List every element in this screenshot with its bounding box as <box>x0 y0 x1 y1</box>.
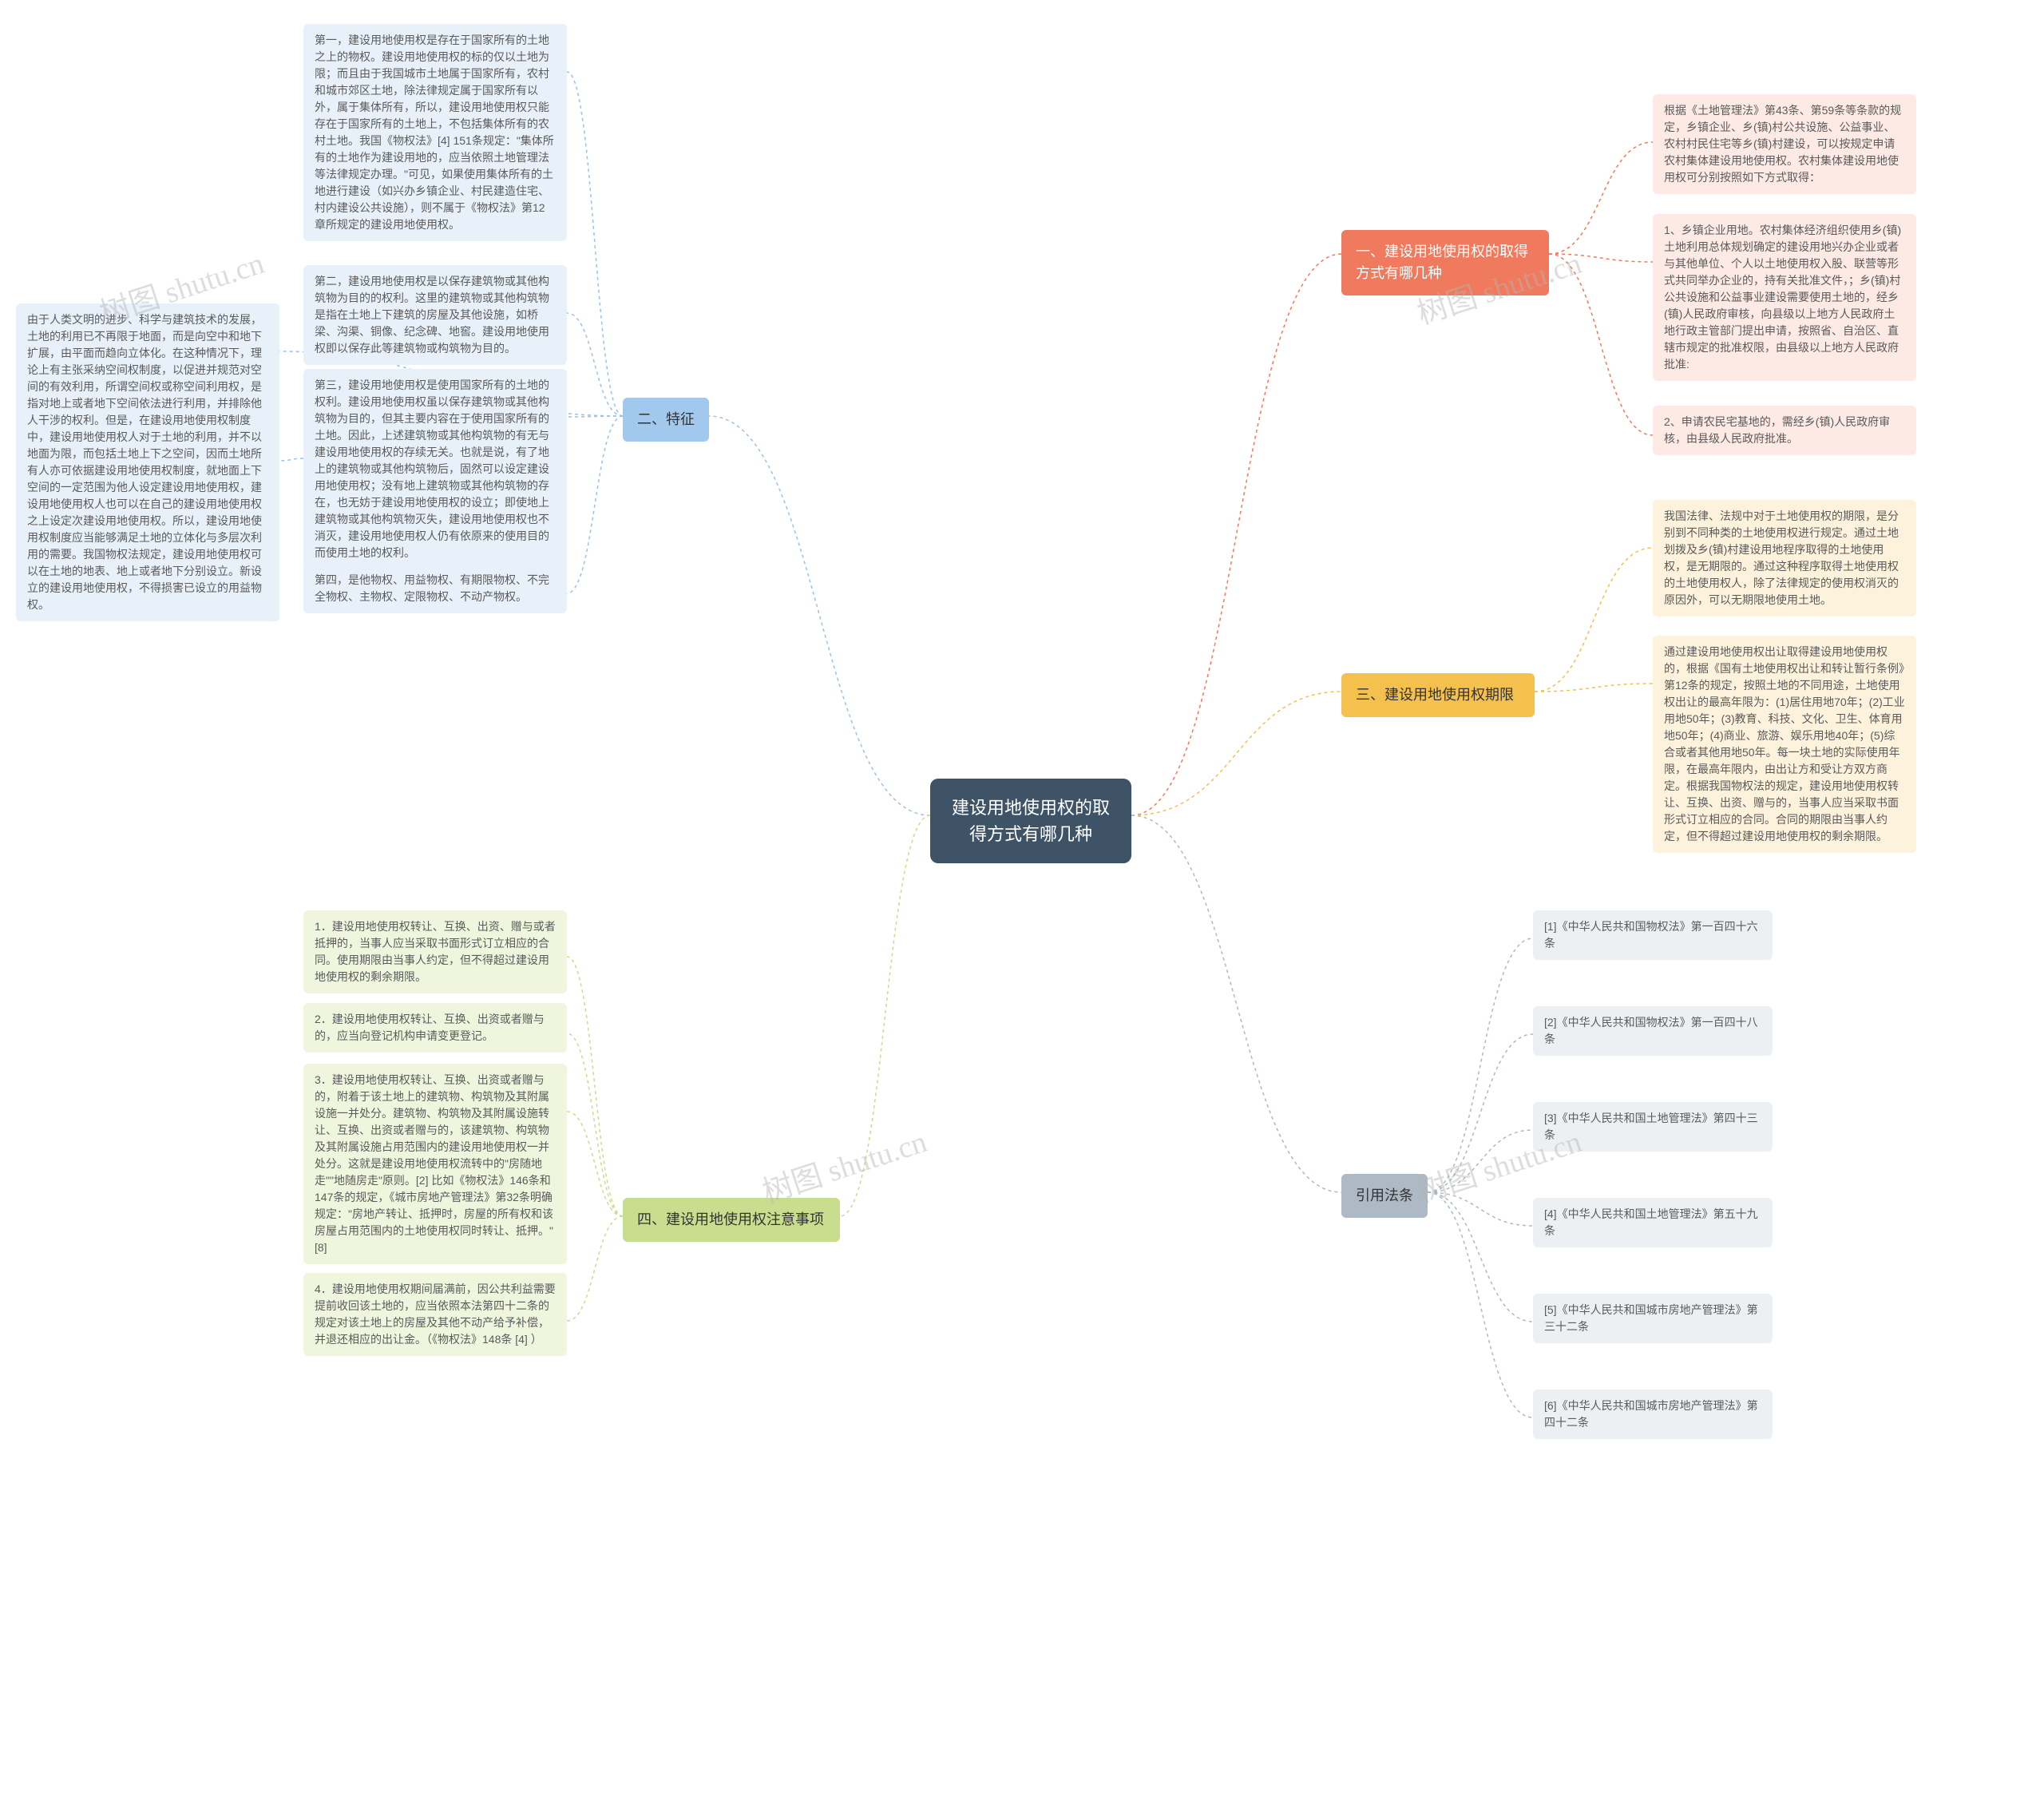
branch-b1: 一、建设用地使用权的取得方式有哪几种 <box>1341 230 1549 295</box>
leaf-b4-1: 2．建设用地使用权转让、互换、出资或者赠与的，应当向登记机构申请变更登记。 <box>303 1003 567 1053</box>
leaf-b2-0: 第一，建设用地使用权是存在于国家所有的土地之上的物权。建设用地使用权的标的仅以土… <box>303 24 567 241</box>
watermark-2: 树图 shutu.cn <box>756 1116 932 1211</box>
leaf-b5-1: [2]《中华人民共和国物权法》第一百四十八条 <box>1533 1006 1773 1056</box>
leaf-b2-3: 由于人类文明的进步、科学与建筑技术的发展，土地的利用已不再限于地面，而是向空中和… <box>16 303 279 621</box>
leaf-b5-5: [6]《中华人民共和国城市房地产管理法》第四十二条 <box>1533 1390 1773 1439</box>
leaf-b1-1: 1、乡镇企业用地。农村集体经济组织使用乡(镇)土地利用总体规划确定的建设用地兴办… <box>1653 214 1916 381</box>
leaf-b5-2: [3]《中华人民共和国土地管理法》第四十三条 <box>1533 1102 1773 1152</box>
leaf-b2-4: 第四，是他物权、用益物权、有期限物权、不完全物权、主物权、定限物权、不动产物权。 <box>303 564 567 613</box>
leaf-b2-2: 第三，建设用地使用权是使用国家所有的土地的权利。建设用地使用权虽以保存建筑物或其… <box>303 369 567 569</box>
leaf-b1-0: 根据《土地管理法》第43条、第59条等条款的规定，乡镇企业、乡(镇)村公共设施、… <box>1653 94 1916 194</box>
leaf-b5-0: [1]《中华人民共和国物权法》第一百四十六条 <box>1533 910 1773 960</box>
leaf-b5-4: [5]《中华人民共和国城市房地产管理法》第三十二条 <box>1533 1294 1773 1343</box>
leaf-b2-1: 第二，建设用地使用权是以保存建筑物或其他构筑物为目的的权利。这里的建筑物或其他构… <box>303 265 567 365</box>
center-node: 建设用地使用权的取得方式有哪几种 <box>930 779 1131 863</box>
leaf-b3-0: 我国法律、法规中对于土地使用权的期限，是分别到不同种类的土地使用权进行规定。通过… <box>1653 500 1916 617</box>
leaf-b3-1: 通过建设用地使用权出让取得建设用地使用权的，根据《国有土地使用权出让和转让暂行条… <box>1653 636 1916 853</box>
leaf-b4-2: 3．建设用地使用权转让、互换、出资或者赠与的，附着于该土地上的建筑物、构筑物及其… <box>303 1064 567 1264</box>
leaf-b5-3: [4]《中华人民共和国土地管理法》第五十九条 <box>1533 1198 1773 1247</box>
leaf-b4-3: 4．建设用地使用权期间届满前，因公共利益需要提前收回该土地的，应当依照本法第四十… <box>303 1273 567 1356</box>
leaf-b4-0: 1．建设用地使用权转让、互换、出资、赠与或者抵押的，当事人应当采取书面形式订立相… <box>303 910 567 993</box>
branch-b4: 四、建设用地使用权注意事项 <box>623 1198 840 1242</box>
leaf-b1-2: 2、申请农民宅基地的，需经乡(镇)人民政府审核，由县级人民政府批准。 <box>1653 406 1916 455</box>
branch-b5: 引用法条 <box>1341 1174 1428 1218</box>
branch-b3: 三、建设用地使用权期限 <box>1341 673 1535 717</box>
branch-b2: 二、特征 <box>623 398 709 442</box>
